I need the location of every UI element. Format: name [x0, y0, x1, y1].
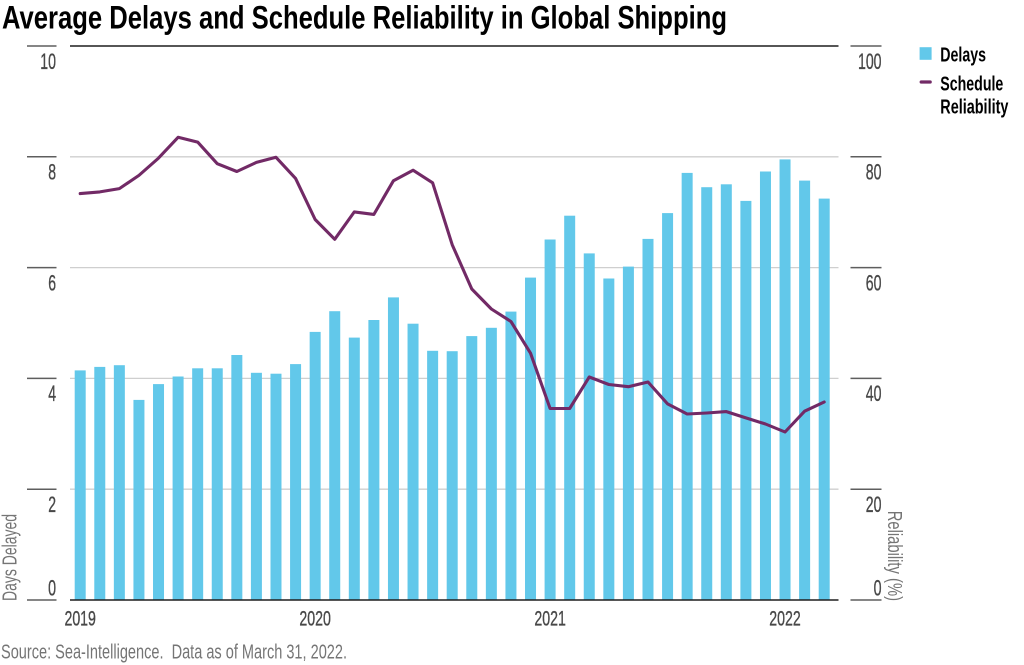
svg-text:Average Delays and Schedule Re: Average Delays and Schedule Reliability …	[2, 0, 727, 35]
svg-text:0: 0	[874, 576, 882, 601]
svg-text:100: 100	[858, 49, 882, 74]
svg-text:0: 0	[48, 576, 56, 601]
svg-text:Reliability: Reliability	[940, 96, 1009, 119]
svg-text:20: 20	[866, 492, 882, 517]
svg-text:Reliability (%): Reliability (%)	[883, 511, 906, 601]
svg-text:4: 4	[48, 381, 56, 406]
svg-text:2: 2	[48, 492, 56, 517]
svg-text:8: 8	[48, 160, 56, 185]
svg-text:10: 10	[40, 49, 56, 74]
svg-text:Days Delayed: Days Delayed	[0, 514, 22, 601]
svg-text:2019: 2019	[64, 607, 96, 631]
svg-text:Source: Sea-Intelligence. Dat: Source: Sea-Intelligence. Data as of Mar…	[1, 641, 347, 664]
svg-text:2020: 2020	[299, 607, 331, 631]
svg-text:2022: 2022	[769, 607, 801, 631]
svg-text:Schedule: Schedule	[940, 73, 1003, 96]
svg-text:Delays: Delays	[940, 44, 986, 67]
svg-text:40: 40	[866, 381, 882, 406]
svg-text:2021: 2021	[534, 607, 566, 631]
svg-text:80: 80	[866, 160, 882, 185]
svg-text:60: 60	[866, 270, 882, 295]
svg-text:6: 6	[48, 270, 56, 295]
